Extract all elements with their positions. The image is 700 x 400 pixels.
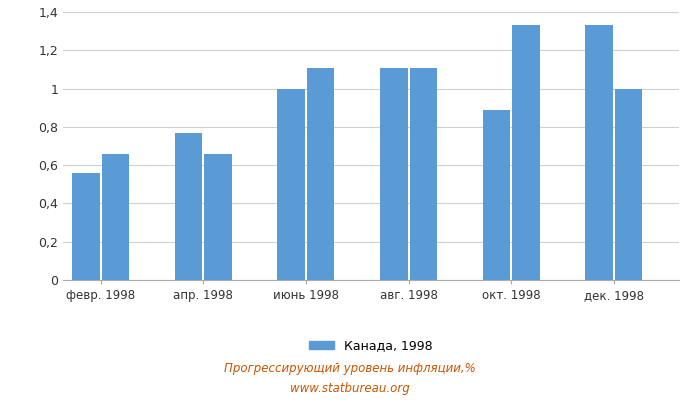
Bar bbox=[307, 68, 335, 280]
Bar bbox=[483, 110, 510, 280]
Bar bbox=[410, 68, 438, 280]
Bar bbox=[72, 173, 99, 280]
Bar bbox=[380, 68, 407, 280]
Legend: Канада, 1998: Канада, 1998 bbox=[304, 334, 438, 358]
Bar bbox=[175, 132, 202, 280]
Bar bbox=[277, 88, 304, 280]
Text: www.statbureau.org: www.statbureau.org bbox=[290, 382, 410, 395]
Bar bbox=[512, 25, 540, 280]
Text: Прогрессирующий уровень инфляции,%: Прогрессирующий уровень инфляции,% bbox=[224, 362, 476, 375]
Bar bbox=[585, 25, 612, 280]
Bar bbox=[204, 154, 232, 280]
Bar bbox=[102, 154, 130, 280]
Bar bbox=[615, 88, 643, 280]
